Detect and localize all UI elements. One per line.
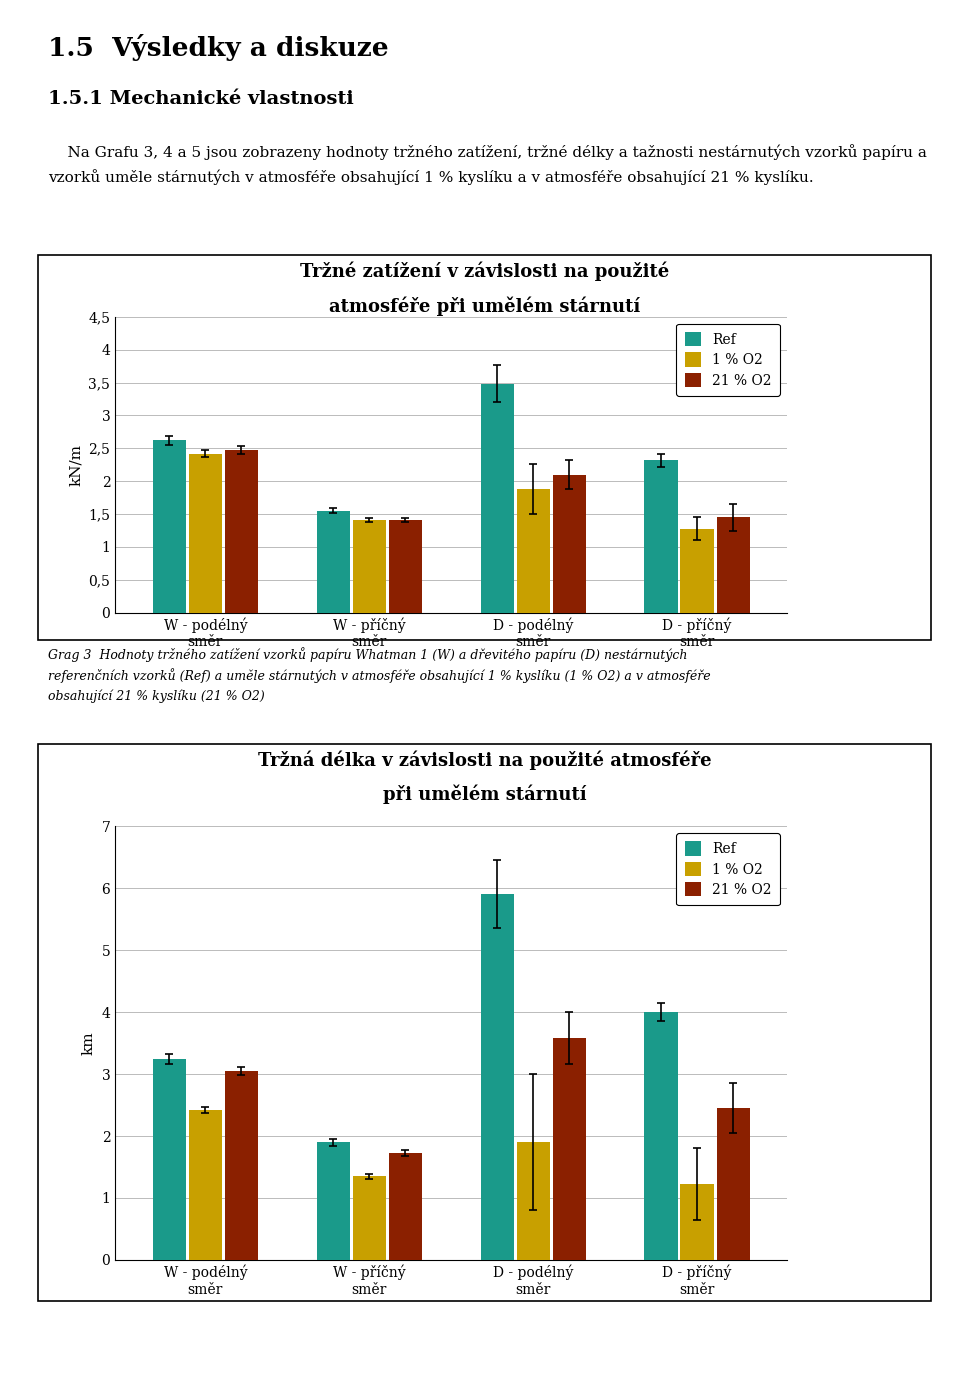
Bar (317, 1143, 349, 1260)
Bar (681, 1184, 713, 1260)
Bar (553, 1038, 586, 1260)
Bar (516, 489, 550, 613)
Text: Tržné zatížení v závislosti na použité: Tržné zatížení v závislosti na použité (300, 262, 669, 281)
Bar (389, 1154, 421, 1260)
Text: Grag 3  Hodnoty tržného zatížení vzorků papíru Whatman 1 (W) a dřevitého papíru : Grag 3 Hodnoty tržného zatížení vzorků p… (48, 647, 710, 702)
Bar (516, 1143, 550, 1260)
Bar (153, 1059, 186, 1260)
Text: Tržná délka v závislosti na použité atmosféře: Tržná délka v závislosti na použité atmo… (258, 750, 711, 770)
Bar (481, 895, 514, 1260)
Y-axis label: km: km (82, 1031, 96, 1055)
Bar (225, 450, 258, 613)
Bar (189, 453, 222, 613)
Bar (644, 1012, 678, 1260)
Bar (553, 475, 586, 613)
Y-axis label: kN/m: kN/m (69, 443, 83, 486)
Bar (153, 441, 186, 613)
Bar (352, 521, 386, 613)
Bar (317, 511, 349, 613)
Bar (189, 1110, 222, 1260)
Bar (389, 521, 421, 613)
Bar (716, 1108, 750, 1260)
Bar (716, 518, 750, 613)
Legend: Ref, 1 % O2, 21 % O2: Ref, 1 % O2, 21 % O2 (676, 324, 780, 395)
Legend: Ref, 1 % O2, 21 % O2: Ref, 1 % O2, 21 % O2 (676, 833, 780, 905)
Text: Na Grafu 3, 4 a 5 jsou zobrazeny hodnoty tržného zatížení, tržné délky a tažnost: Na Grafu 3, 4 a 5 jsou zobrazeny hodnoty… (48, 145, 926, 186)
Bar (481, 384, 514, 613)
Bar (225, 1071, 258, 1260)
Bar (644, 460, 678, 613)
Text: při umělém stárnutí: při umělém stárnutí (383, 785, 587, 804)
Text: atmosféře při umělém stárnutí: atmosféře při umělém stárnutí (329, 296, 640, 315)
Text: 1.5  Výsledky a diskuze: 1.5 Výsledky a diskuze (48, 34, 389, 62)
Text: 1.5.1 Mechanické vlastnosti: 1.5.1 Mechanické vlastnosti (48, 90, 353, 107)
Bar (352, 1176, 386, 1260)
Bar (681, 529, 713, 613)
